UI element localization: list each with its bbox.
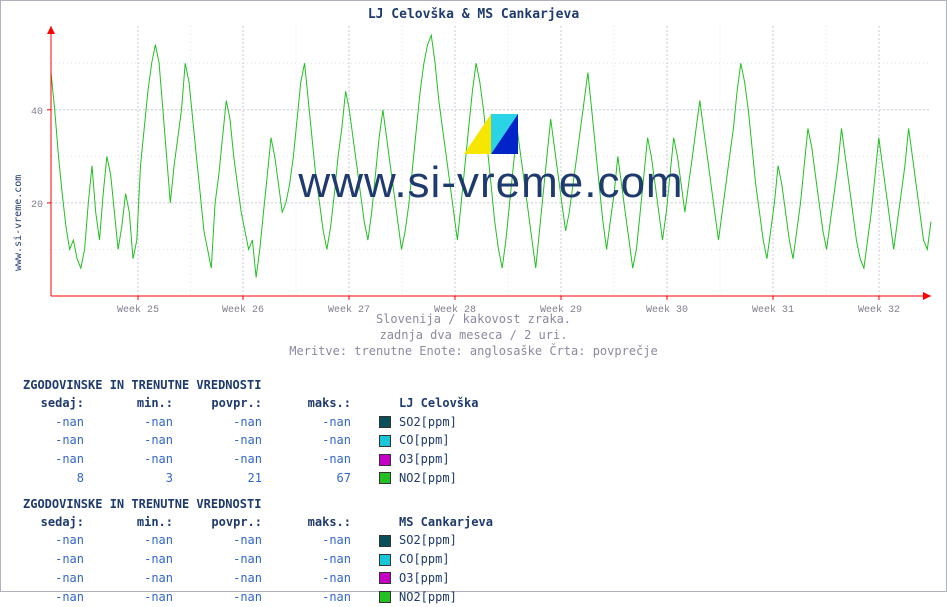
caption-line-3: Meritve: trenutne Enote: anglosaške Črta…: [289, 344, 657, 358]
table-cell: -nan: [290, 431, 379, 450]
column-header: sedaj:: [23, 394, 112, 413]
series-label: CO[ppm]: [399, 431, 479, 450]
table-cell: 3: [112, 469, 201, 488]
column-header: sedaj:: [23, 513, 112, 532]
table-cell: -nan: [201, 431, 290, 450]
table-cell: -nan: [290, 413, 379, 432]
chart-caption: Slovenija / kakovost zraka. zadnja dva m…: [1, 311, 946, 360]
data-table: sedaj:min.:povpr.:maks.:LJ Celovška-nan-…: [23, 394, 479, 488]
table-row: 832167 NO2[ppm]: [23, 469, 479, 488]
table-row: -nan-nan-nan-nanCO[ppm]: [23, 431, 479, 450]
data-tables: ZGODOVINSKE IN TRENUTNE VREDNOSTIsedaj:m…: [23, 369, 494, 607]
series-label: O3[ppm]: [399, 450, 479, 469]
station-header: LJ Celovška: [399, 394, 479, 413]
column-header: povpr.:: [201, 513, 290, 532]
table-cell: -nan: [23, 450, 112, 469]
legend-swatch: [379, 550, 399, 569]
svg-text:40: 40: [31, 107, 43, 118]
table-cell: -nan: [201, 450, 290, 469]
series-label: NO2[ppm]: [399, 469, 479, 488]
table-cell: -nan: [201, 531, 290, 550]
table-cell: -nan: [23, 550, 112, 569]
chart-svg: 2040Week 25Week 26Week 27Week 28Week 29W…: [51, 26, 931, 316]
table-row: -nan-nan-nan-nanO3[ppm]: [23, 569, 494, 588]
legend-swatch: [379, 450, 399, 469]
table-cell: -nan: [23, 413, 112, 432]
table-row: -nan-nan-nan-nanNO2[ppm]: [23, 588, 494, 607]
table-cell: -nan: [290, 550, 379, 569]
data-table: sedaj:min.:povpr.:maks.: MS Cankarjeva -na…: [23, 513, 494, 607]
column-header: min.:: [112, 394, 201, 413]
column-header: povpr.:: [201, 394, 290, 413]
table-cell: -nan: [290, 588, 379, 607]
table-cell: -nan: [112, 531, 201, 550]
table-row: -nan-nan-nan-nanCO[ppm]: [23, 550, 494, 569]
chart-title: LJ Celovška & MS Cankarjeva: [1, 7, 946, 22]
chart-plot-area: 2040Week 25Week 26Week 27Week 28Week 29W…: [51, 26, 931, 296]
table-cell: -nan: [23, 569, 112, 588]
table-cell: -nan: [201, 588, 290, 607]
legend-swatch: [379, 569, 399, 588]
series-label: O3[ppm]: [399, 569, 494, 588]
series-label: SO2[ppm]: [399, 531, 494, 550]
table-cell: -nan: [290, 531, 379, 550]
table-cell: -nan: [112, 413, 201, 432]
column-header: maks.:: [290, 394, 379, 413]
y-axis-label-wrap: www.si-vreme.com: [3, 161, 17, 281]
table-cell: -nan: [112, 550, 201, 569]
legend-swatch: [379, 588, 399, 607]
table-cell: -nan: [112, 588, 201, 607]
table-title: ZGODOVINSKE IN TRENUTNE VREDNOSTI: [23, 496, 494, 513]
table-row: -nan-nan-nan-nanSO2[ppm]: [23, 413, 479, 432]
station-header: MS Cankarjeva: [399, 513, 494, 532]
table-cell: -nan: [23, 431, 112, 450]
table-row: -nan-nan-nan-nanO3[ppm]: [23, 450, 479, 469]
table-cell: 21: [201, 469, 290, 488]
table-cell: -nan: [23, 531, 112, 550]
legend-swatch: [379, 531, 399, 550]
legend-swatch: [379, 431, 399, 450]
column-header: maks.:: [290, 513, 379, 532]
caption-line-1: Slovenija / kakovost zraka.: [376, 312, 571, 326]
table-cell: -nan: [201, 413, 290, 432]
table-cell: 67: [290, 469, 379, 488]
table-title: ZGODOVINSKE IN TRENUTNE VREDNOSTI: [23, 377, 494, 394]
column-header: min.:: [112, 513, 201, 532]
table-cell: -nan: [290, 450, 379, 469]
table-cell: -nan: [201, 550, 290, 569]
svg-text:20: 20: [31, 200, 43, 211]
legend-swatch: [379, 413, 399, 432]
y-axis-label: www.si-vreme.com: [13, 175, 24, 271]
table-cell: -nan: [23, 588, 112, 607]
chart-frame: { "title": "LJ Celovška & MS Cankarjeva"…: [0, 0, 947, 592]
caption-line-2: zadnja dva meseca / 2 uri.: [380, 328, 568, 342]
table-cell: -nan: [201, 569, 290, 588]
table-cell: -nan: [290, 569, 379, 588]
table-cell: 8: [23, 469, 112, 488]
legend-swatch: [379, 469, 399, 488]
table-cell: -nan: [112, 431, 201, 450]
series-label: NO2[ppm]: [399, 588, 494, 607]
table-row: -nan-nan-nan-nanSO2[ppm]: [23, 531, 494, 550]
series-label: SO2[ppm]: [399, 413, 479, 432]
table-cell: -nan: [112, 450, 201, 469]
series-label: CO[ppm]: [399, 550, 494, 569]
table-cell: -nan: [112, 569, 201, 588]
